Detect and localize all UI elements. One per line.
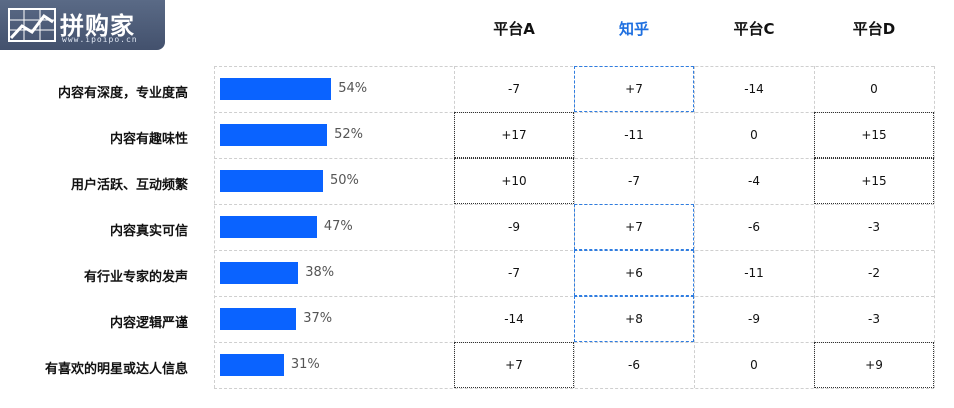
table-cell: -4	[748, 174, 760, 188]
table-cell: -6	[628, 358, 640, 372]
table-cell: -14	[744, 82, 764, 96]
logo: 拼购家 www.ipoipo.cn	[0, 0, 165, 50]
table-cell: +17	[454, 112, 574, 158]
table-cell: -14	[504, 312, 524, 326]
row-label-4: 内容真实可信	[109, 224, 188, 239]
bar-label-7: 31%	[290, 357, 320, 372]
grid-line	[814, 66, 815, 388]
logo-url: www.ipoipo.cn	[62, 35, 138, 44]
table-cell: -9	[748, 312, 760, 326]
table-cell: -11	[624, 128, 644, 142]
bar-label-4: 47%	[323, 219, 353, 234]
table-cell: +7	[454, 342, 574, 388]
bar-1	[220, 78, 332, 100]
column-header-d: 平台D	[852, 20, 896, 38]
row-label-3: 用户活跃、互动频繁	[70, 178, 188, 193]
bar-6	[220, 308, 297, 330]
table-cell: +10	[454, 158, 574, 204]
table-cell: -3	[868, 312, 880, 326]
row-label-7: 有喜欢的明星或达人信息	[44, 362, 188, 377]
bar-label-3: 50%	[330, 173, 359, 188]
table-cell: -7	[628, 174, 640, 188]
table-cell: -7	[508, 266, 520, 280]
bar-3	[220, 170, 323, 192]
table-cell: +8	[574, 296, 694, 342]
table-cell: 0	[750, 128, 758, 142]
row-label-1: 内容有深度，专业度高	[57, 86, 188, 101]
table-cell: -7	[508, 82, 520, 96]
grid-line	[214, 388, 934, 389]
bar-2	[220, 124, 328, 146]
table-cell: +15	[814, 112, 934, 158]
row-label-5: 有行业专家的发声	[83, 270, 188, 285]
table-cell: -6	[748, 220, 760, 234]
bar-5	[220, 262, 299, 284]
table-cell: +6	[574, 250, 694, 296]
column-header-c: 平台C	[733, 20, 775, 38]
table-cell: -9	[508, 220, 520, 234]
grid-line	[454, 66, 455, 388]
table-cell: 0	[870, 82, 878, 96]
table-cell: +15	[814, 158, 934, 204]
logo-brand: 拼购家	[60, 12, 135, 40]
bar-label-5: 38%	[305, 265, 335, 280]
bar-7	[220, 354, 284, 376]
table-cell: -2	[868, 266, 880, 280]
chart-logo-icon	[8, 8, 56, 42]
table-cell: 0	[750, 358, 758, 372]
bar-label-2: 52%	[334, 127, 364, 142]
grid-line	[694, 66, 695, 388]
table-cell: +9	[814, 342, 934, 388]
bar-label-1: 54%	[338, 81, 368, 96]
column-header-zhihu: 知乎	[618, 20, 649, 38]
row-label-6: 内容逻辑严谨	[109, 316, 188, 331]
column-header-a: 平台A	[493, 20, 535, 38]
table-cell: +7	[574, 66, 694, 112]
table-cell: +7	[574, 204, 694, 250]
bar-4	[220, 216, 317, 238]
table-cell: -3	[868, 220, 880, 234]
grid-line	[934, 66, 935, 388]
bar-label-6: 37%	[303, 311, 333, 326]
table-cell: -11	[744, 266, 764, 280]
row-label-2: 内容有趣味性	[109, 132, 188, 147]
grid-line	[214, 66, 215, 388]
